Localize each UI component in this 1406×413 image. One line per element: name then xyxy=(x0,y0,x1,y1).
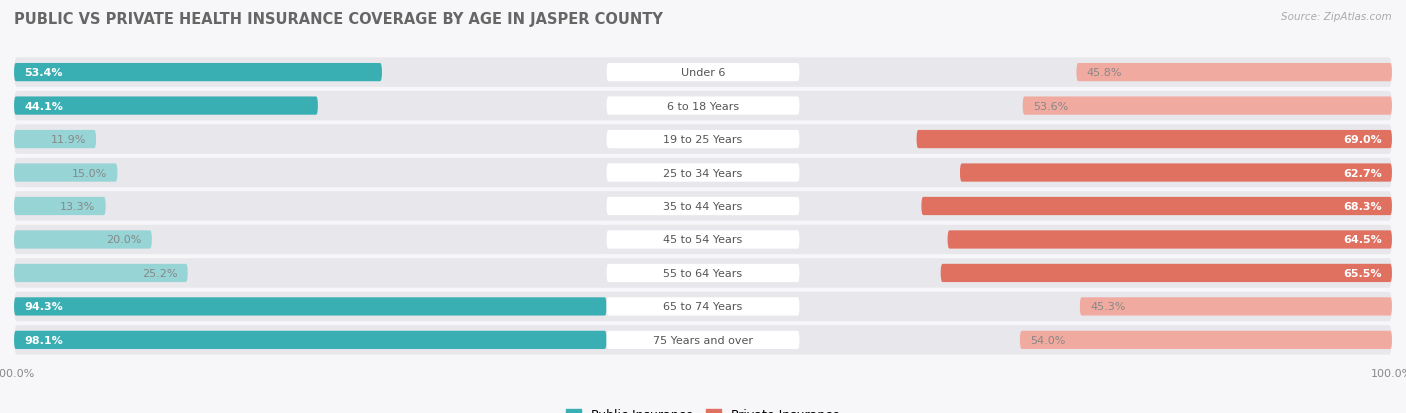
Text: 64.5%: 64.5% xyxy=(1343,235,1382,245)
Text: PUBLIC VS PRIVATE HEALTH INSURANCE COVERAGE BY AGE IN JASPER COUNTY: PUBLIC VS PRIVATE HEALTH INSURANCE COVER… xyxy=(14,12,664,27)
FancyBboxPatch shape xyxy=(14,292,1392,321)
Text: 15.0%: 15.0% xyxy=(72,168,107,178)
Text: Under 6: Under 6 xyxy=(681,68,725,78)
FancyBboxPatch shape xyxy=(14,64,382,82)
Text: 45.8%: 45.8% xyxy=(1087,68,1122,78)
FancyBboxPatch shape xyxy=(917,131,1392,149)
Text: 62.7%: 62.7% xyxy=(1343,168,1382,178)
Text: 45 to 54 Years: 45 to 54 Years xyxy=(664,235,742,245)
FancyBboxPatch shape xyxy=(14,331,606,349)
FancyBboxPatch shape xyxy=(14,192,1392,221)
FancyBboxPatch shape xyxy=(606,264,800,282)
FancyBboxPatch shape xyxy=(14,92,1392,121)
FancyBboxPatch shape xyxy=(14,58,1392,88)
Text: 54.0%: 54.0% xyxy=(1031,335,1066,345)
FancyBboxPatch shape xyxy=(921,197,1392,216)
Text: 13.3%: 13.3% xyxy=(60,202,96,211)
FancyBboxPatch shape xyxy=(14,264,187,282)
Text: 65 to 74 Years: 65 to 74 Years xyxy=(664,301,742,312)
Text: 25.2%: 25.2% xyxy=(142,268,177,278)
FancyBboxPatch shape xyxy=(14,159,1392,188)
FancyBboxPatch shape xyxy=(606,97,800,116)
FancyBboxPatch shape xyxy=(14,325,1392,355)
FancyBboxPatch shape xyxy=(14,125,1392,154)
Text: 65.5%: 65.5% xyxy=(1343,268,1382,278)
Text: 6 to 18 Years: 6 to 18 Years xyxy=(666,101,740,112)
Text: Source: ZipAtlas.com: Source: ZipAtlas.com xyxy=(1281,12,1392,22)
FancyBboxPatch shape xyxy=(606,197,800,216)
FancyBboxPatch shape xyxy=(14,259,1392,288)
FancyBboxPatch shape xyxy=(14,164,117,182)
Text: 19 to 25 Years: 19 to 25 Years xyxy=(664,135,742,145)
FancyBboxPatch shape xyxy=(1019,331,1392,349)
FancyBboxPatch shape xyxy=(941,264,1392,282)
Text: 44.1%: 44.1% xyxy=(24,101,63,112)
Text: 55 to 64 Years: 55 to 64 Years xyxy=(664,268,742,278)
Text: 45.3%: 45.3% xyxy=(1090,301,1126,312)
FancyBboxPatch shape xyxy=(14,225,1392,254)
Text: 69.0%: 69.0% xyxy=(1343,135,1382,145)
FancyBboxPatch shape xyxy=(14,231,152,249)
FancyBboxPatch shape xyxy=(1022,97,1392,116)
FancyBboxPatch shape xyxy=(948,231,1392,249)
Text: 53.4%: 53.4% xyxy=(24,68,63,78)
Text: 68.3%: 68.3% xyxy=(1343,202,1382,211)
FancyBboxPatch shape xyxy=(1080,297,1392,316)
FancyBboxPatch shape xyxy=(14,197,105,216)
Legend: Public Insurance, Private Insurance: Public Insurance, Private Insurance xyxy=(561,404,845,413)
Text: 35 to 44 Years: 35 to 44 Years xyxy=(664,202,742,211)
Text: 20.0%: 20.0% xyxy=(105,235,142,245)
FancyBboxPatch shape xyxy=(606,164,800,182)
Text: 53.6%: 53.6% xyxy=(1033,101,1069,112)
Text: 11.9%: 11.9% xyxy=(51,135,86,145)
Text: 98.1%: 98.1% xyxy=(24,335,63,345)
FancyBboxPatch shape xyxy=(606,131,800,149)
Text: 25 to 34 Years: 25 to 34 Years xyxy=(664,168,742,178)
FancyBboxPatch shape xyxy=(14,297,606,316)
Text: 94.3%: 94.3% xyxy=(24,301,63,312)
FancyBboxPatch shape xyxy=(1077,64,1392,82)
FancyBboxPatch shape xyxy=(606,297,800,316)
FancyBboxPatch shape xyxy=(14,97,318,116)
FancyBboxPatch shape xyxy=(606,331,800,349)
FancyBboxPatch shape xyxy=(606,231,800,249)
FancyBboxPatch shape xyxy=(14,131,96,149)
FancyBboxPatch shape xyxy=(960,164,1392,182)
FancyBboxPatch shape xyxy=(606,64,800,82)
Text: 75 Years and over: 75 Years and over xyxy=(652,335,754,345)
